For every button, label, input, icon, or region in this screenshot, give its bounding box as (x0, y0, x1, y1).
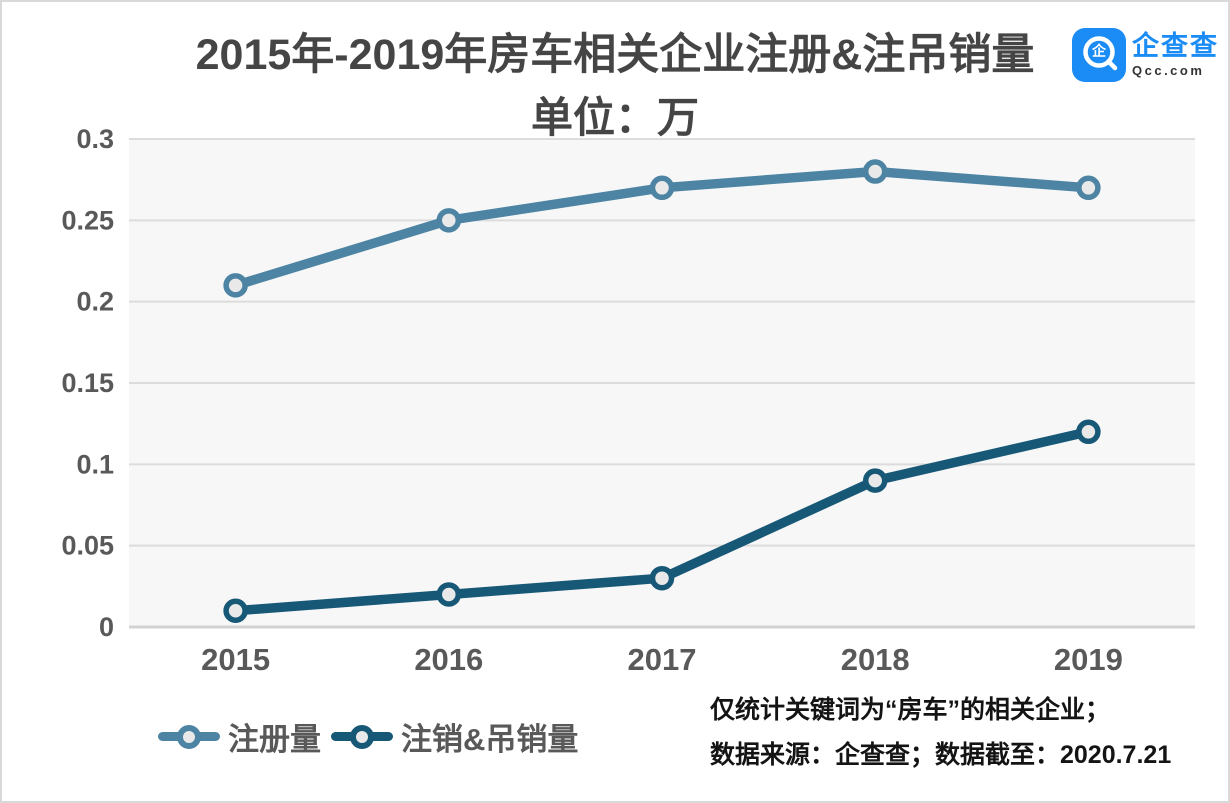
logo-domain: Qcc.com (1132, 63, 1205, 78)
data-point-marker (223, 273, 248, 298)
footnote-line1: 仅统计关键词为“房车”的相关企业； (710, 696, 1111, 724)
footnotes: 仅统计关键词为“房车”的相关企业； 数据来源：企查查；数据截至：2020.7.2… (710, 688, 1171, 778)
data-point-marker (436, 208, 462, 233)
chart-legend: 注册量 注销&吊销量 (158, 714, 578, 759)
x-tick-label: 2017 (628, 642, 697, 677)
data-point-marker (649, 565, 675, 591)
data-point-marker (223, 598, 248, 623)
logo-text: 企查查 Qcc.com (1132, 31, 1219, 78)
x-tick-label: 2018 (841, 642, 910, 677)
y-tick-label: 0.15 (61, 368, 114, 398)
y-tick-label: 0.25 (61, 205, 114, 235)
qcc-logo: 企 企查查 Qcc.com (1072, 28, 1219, 82)
x-tick-label: 2016 (414, 642, 483, 677)
legend-ring (350, 724, 374, 749)
legend-item-deregistrations: 注销&吊销量 (331, 714, 578, 759)
data-point-marker (649, 175, 675, 201)
line-marker-icon (158, 724, 220, 750)
data-point-marker (862, 468, 888, 493)
legend-ring (177, 724, 201, 749)
q-spiral-icon (1083, 36, 1118, 71)
chart-title: 2015年-2019年房车相关企业注册&注吊销量 (195, 31, 1035, 79)
data-point-marker (862, 159, 888, 184)
legend-item-registrations: 注册量 (158, 714, 321, 759)
y-tick-label: 0.3 (76, 124, 114, 154)
logo-name: 企查查 (1132, 31, 1219, 61)
data-point-marker (1076, 419, 1101, 445)
y-tick-label: 0.05 (61, 531, 114, 561)
line-marker-icon (331, 724, 393, 750)
y-tick-label: 0.2 (76, 287, 114, 317)
footnote-line2: 数据来源：企查查；数据截至：2020.7.21 (710, 741, 1172, 769)
logo-glyph: 企 (1092, 43, 1106, 59)
data-point-marker (436, 582, 462, 607)
y-tick-label: 0.1 (76, 449, 114, 479)
data-point-marker (1076, 175, 1101, 201)
x-tick-label: 2019 (1054, 642, 1123, 677)
x-tick-label: 2015 (201, 642, 270, 677)
qcc-logo-icon: 企 (1072, 28, 1126, 82)
y-tick-label: 0 (99, 612, 114, 642)
chart-subtitle-unit: 单位：万 (530, 94, 699, 141)
legend-label-deregistrations: 注销&吊销量 (401, 722, 579, 757)
legend-label-registrations: 注册量 (228, 722, 321, 757)
